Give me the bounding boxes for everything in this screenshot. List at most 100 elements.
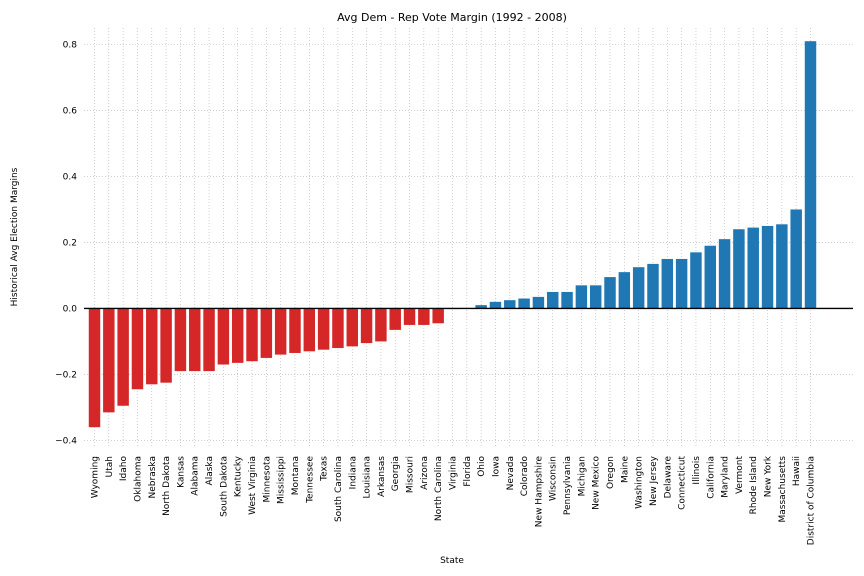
bar bbox=[403, 308, 416, 325]
x-tick-label: New York bbox=[764, 455, 774, 497]
x-tick-label: Vermont bbox=[735, 456, 745, 495]
bar bbox=[146, 308, 158, 385]
bar bbox=[389, 308, 401, 330]
bar bbox=[260, 308, 273, 358]
chart-title: Avg Dem - Rep Vote Margin (1992 - 2008) bbox=[337, 11, 567, 24]
bar bbox=[160, 308, 172, 383]
x-tick-label: Idaho bbox=[119, 456, 129, 482]
x-tick-label: Kentucky bbox=[234, 455, 244, 497]
x-tick-label: New Hampshire bbox=[534, 456, 544, 528]
bar bbox=[317, 308, 330, 350]
x-tick-label: Wisconsin bbox=[549, 456, 559, 501]
x-tick-label: Wyoming bbox=[91, 456, 101, 498]
bar bbox=[661, 258, 674, 309]
bar bbox=[231, 308, 244, 363]
x-tick-label: Colorado bbox=[520, 456, 530, 497]
y-tick-label: −0.4 bbox=[55, 436, 77, 446]
bar bbox=[675, 258, 688, 309]
x-tick-label: Michigan bbox=[577, 456, 587, 496]
x-tick-label: Iowa bbox=[491, 456, 501, 477]
bar bbox=[804, 41, 817, 309]
x-grid bbox=[94, 28, 811, 447]
x-tick-label: California bbox=[706, 456, 716, 499]
bar bbox=[88, 308, 101, 428]
x-tick-label: Alabama bbox=[191, 456, 201, 496]
x-tick-label: Massachusetts bbox=[778, 456, 788, 523]
bar bbox=[418, 308, 430, 325]
x-tick-label: West Virginia bbox=[248, 456, 258, 515]
x-tick-label: New Mexico bbox=[592, 456, 602, 510]
bar bbox=[632, 267, 645, 309]
bar bbox=[475, 305, 487, 309]
x-tick-label: Florida bbox=[463, 456, 473, 487]
bar bbox=[718, 239, 731, 309]
x-tick-label: Virginia bbox=[449, 456, 459, 490]
x-tick-label: Delaware bbox=[663, 456, 673, 499]
x-tick-label: Indiana bbox=[348, 456, 358, 489]
x-tick-label: Arkansas bbox=[377, 456, 387, 497]
bar bbox=[761, 225, 774, 309]
x-tick-label: Texas bbox=[320, 456, 330, 482]
bar bbox=[217, 308, 230, 365]
bar bbox=[117, 308, 129, 406]
y-tick-label: 0.8 bbox=[63, 40, 78, 50]
bar bbox=[504, 300, 516, 309]
x-tick-label: Pennsylvania bbox=[563, 456, 573, 515]
y-tick-label: 0.4 bbox=[63, 172, 78, 182]
x-tick-label: Arizona bbox=[420, 456, 430, 490]
x-tick-label: Illinois bbox=[692, 456, 702, 485]
bar bbox=[360, 308, 373, 344]
x-tick-labels: Wyoming Utah Idaho Oklahoma Nebraska North Da… bbox=[91, 455, 817, 545]
x-tick-label: Kansas bbox=[176, 456, 186, 488]
x-tick-label: Mississippi bbox=[277, 456, 287, 504]
x-tick-label: South Dakota bbox=[219, 456, 229, 517]
bar bbox=[432, 308, 444, 324]
bar bbox=[189, 308, 201, 372]
x-tick-label: Washington bbox=[635, 456, 645, 509]
bar bbox=[103, 308, 115, 413]
bar bbox=[518, 298, 530, 309]
bar bbox=[575, 285, 588, 309]
bar bbox=[131, 308, 144, 390]
x-tick-label: South Carolina bbox=[334, 456, 344, 522]
x-tick-label: Hawaii bbox=[792, 456, 802, 486]
bar bbox=[733, 229, 745, 309]
bar bbox=[790, 209, 802, 309]
x-tick-label: Connecticut bbox=[678, 456, 688, 510]
bar bbox=[618, 272, 631, 309]
x-tick-label: Alaska bbox=[205, 456, 215, 485]
x-tick-label: Montana bbox=[291, 456, 301, 495]
x-tick-label: Rhode Island bbox=[749, 456, 759, 514]
bar bbox=[561, 291, 573, 309]
y-tick-label: 0.0 bbox=[63, 304, 78, 314]
x-tick-label: Louisiana bbox=[363, 456, 373, 499]
x-tick-label: Oregon bbox=[606, 456, 616, 489]
x-tick-label: North Dakota bbox=[162, 456, 172, 516]
y-axis-label: Historical Avg Election Margins bbox=[10, 167, 20, 306]
x-tick-label: Tennessee bbox=[305, 456, 315, 504]
y-tick-labels: −0.4 −0.2 0.0 0.2 0.4 0.6 0.8 bbox=[55, 40, 77, 446]
bar bbox=[547, 291, 559, 309]
bar bbox=[375, 308, 387, 342]
bar bbox=[274, 308, 287, 355]
x-tick-label: Maine bbox=[620, 456, 630, 483]
bar bbox=[532, 296, 545, 309]
bar bbox=[589, 285, 602, 309]
bars bbox=[88, 41, 817, 428]
x-tick-label: North Carolina bbox=[434, 456, 444, 521]
x-axis-label: State bbox=[440, 556, 464, 566]
bar bbox=[346, 308, 358, 347]
bar bbox=[489, 301, 502, 309]
bar bbox=[289, 308, 301, 353]
x-tick-label: Nevada bbox=[506, 456, 516, 490]
y-tick-label: 0.6 bbox=[63, 106, 78, 116]
bar bbox=[690, 252, 702, 309]
x-tick-label: New Jersey bbox=[649, 455, 659, 506]
x-tick-label: Utah bbox=[105, 456, 115, 477]
bar bbox=[776, 224, 788, 309]
x-tick-label: Nebraska bbox=[148, 456, 158, 498]
bar bbox=[203, 308, 215, 372]
x-tick-label: Minnesota bbox=[262, 456, 272, 502]
